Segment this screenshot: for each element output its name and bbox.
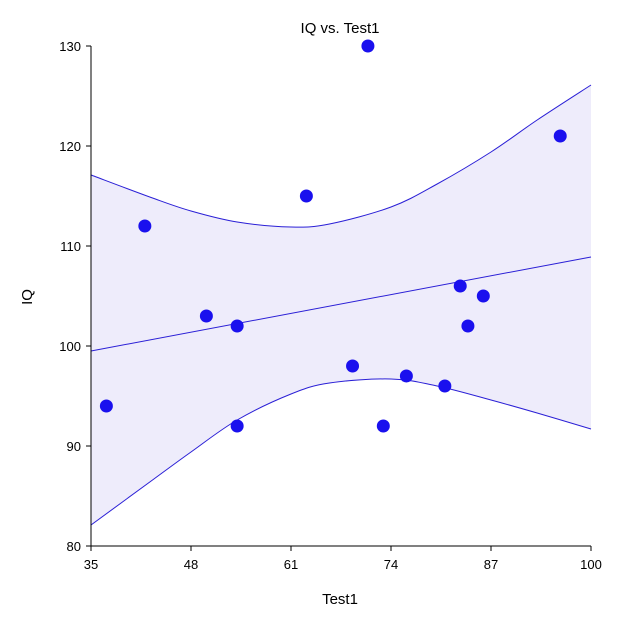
x-tick-label: 100 <box>580 557 602 572</box>
data-point <box>99 399 113 413</box>
data-point <box>230 419 244 433</box>
prediction-band-lower <box>90 378 592 526</box>
data-point <box>453 279 467 293</box>
prediction-band-layer <box>90 84 592 526</box>
y-tick-label: 120 <box>59 139 81 154</box>
x-tick-label: 61 <box>284 557 298 572</box>
data-point <box>361 39 375 53</box>
regression-line-layer <box>90 256 592 352</box>
y-tick-label: 80 <box>67 539 81 554</box>
chart-title: IQ vs. Test1 <box>301 20 380 37</box>
data-point <box>461 319 475 333</box>
data-point <box>399 369 413 383</box>
data-point <box>138 219 152 233</box>
data-point <box>346 359 360 373</box>
x-tick-label: 74 <box>384 557 398 572</box>
data-point <box>376 419 390 433</box>
x-tick-label: 48 <box>184 557 198 572</box>
data-point <box>199 309 213 323</box>
data-point <box>438 379 452 393</box>
x-tick-label: 35 <box>84 557 98 572</box>
data-point <box>553 129 567 143</box>
x-axis-title: Test1 <box>322 591 358 608</box>
data-point <box>476 289 490 303</box>
data-points <box>99 39 567 433</box>
prediction-band-fill <box>91 85 591 525</box>
y-tick-label: 110 <box>60 239 81 254</box>
x-tick-label: 87 <box>484 557 498 572</box>
y-axis-title: IQ <box>19 289 36 305</box>
y-tick-label: 100 <box>59 339 81 354</box>
regression-line <box>90 256 592 352</box>
axes: 35 48 61 74 87 100 80 90 100 110 120 130 <box>59 39 602 572</box>
y-tick-label: 130 <box>59 39 81 54</box>
data-point <box>230 319 244 333</box>
prediction-band-upper <box>90 84 592 228</box>
data-point <box>299 189 313 203</box>
y-tick-label: 90 <box>67 439 81 454</box>
